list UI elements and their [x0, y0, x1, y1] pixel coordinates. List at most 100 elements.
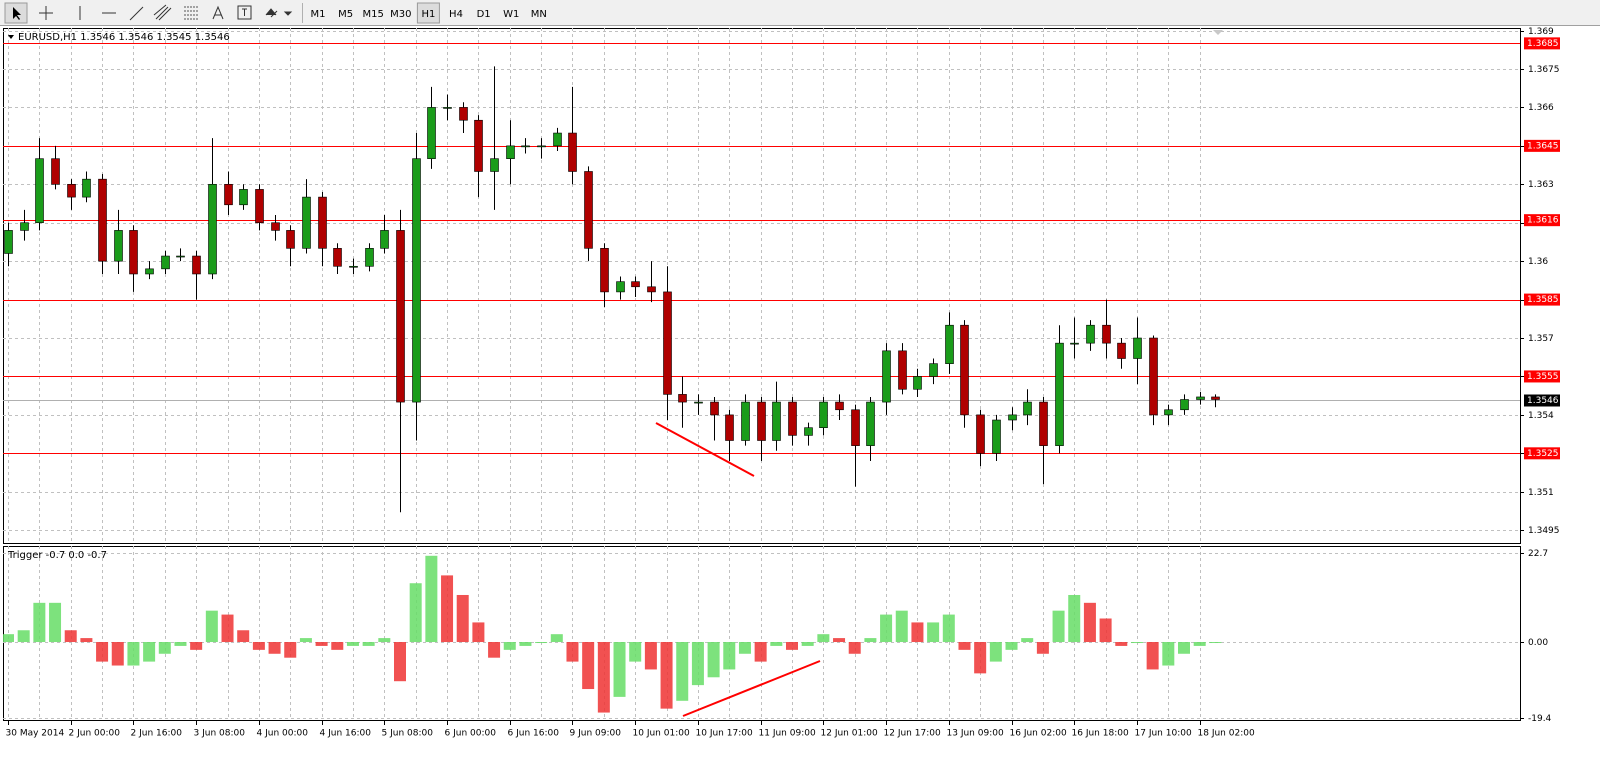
timeframe-button[interactable]: M30: [390, 9, 411, 20]
histogram-bar: [1162, 642, 1175, 666]
y-tick-label: 1.366: [1528, 103, 1554, 113]
candle-body: [333, 248, 342, 267]
timeframe-button[interactable]: M5: [338, 9, 353, 20]
cursor-icon: [13, 7, 21, 20]
histogram-bar: [1115, 642, 1128, 646]
trendline[interactable]: [682, 660, 821, 717]
histogram-bar: [723, 642, 736, 670]
candle-body: [710, 401, 719, 416]
x-tick-label: 12 Jun 01:00: [821, 729, 878, 739]
histogram-bar: [268, 642, 281, 654]
histogram-bar: [111, 642, 124, 666]
histogram-bar: [299, 638, 312, 643]
candle-body: [67, 183, 76, 198]
timeframe-button[interactable]: H4: [449, 9, 463, 20]
shift-marker[interactable]: [1213, 30, 1223, 35]
x-tick-label: 6 Jun 16:00: [508, 729, 560, 739]
candle-body: [929, 363, 938, 377]
fibo-button[interactable]: [184, 6, 198, 20]
timeframe-button[interactable]: D1: [477, 9, 491, 20]
candle-body: [663, 291, 672, 395]
level-label: 1.3645: [1527, 141, 1559, 151]
x-tick-label: 13 Jun 09:00: [947, 729, 1004, 739]
x-tick-label: 18 Jun 02:00: [1198, 729, 1255, 739]
label-button[interactable]: [237, 5, 252, 20]
timeframe-active: [416, 2, 440, 24]
candle-body: [1008, 414, 1017, 421]
candle-body: [208, 183, 217, 275]
candle-body: [365, 248, 374, 267]
y-tick-label: 1.363: [1528, 180, 1554, 190]
candle-body: [380, 230, 389, 249]
candle-body: [1133, 337, 1142, 359]
histogram-bar: [409, 583, 422, 643]
candle-body: [1117, 342, 1126, 359]
level-label: 1.3585: [1527, 295, 1559, 305]
candle-body: [98, 178, 107, 262]
candle-body: [537, 145, 546, 148]
level-label: 1.3685: [1527, 39, 1559, 49]
timeframe-button[interactable]: MN: [531, 9, 547, 20]
candle-body: [176, 255, 185, 258]
histogram-bar: [346, 642, 359, 646]
histogram-bar: [1193, 642, 1206, 646]
candle-body: [1149, 337, 1158, 416]
text-button[interactable]: [212, 5, 224, 20]
candle-body: [882, 350, 891, 403]
candle-body: [678, 394, 687, 403]
channel-button[interactable]: [153, 4, 172, 21]
x-tick-label: 4 Jun 00:00: [257, 729, 309, 739]
candle-body: [1039, 401, 1048, 446]
histogram-bar: [833, 638, 846, 643]
candle-body: [851, 409, 860, 446]
candle-body: [1023, 401, 1032, 416]
header-arrow[interactable]: [8, 35, 14, 39]
timeframe-button[interactable]: W1: [503, 9, 519, 20]
timeframe-button[interactable]: M15: [363, 9, 384, 20]
candle-body: [114, 230, 123, 262]
histogram-bar: [676, 642, 689, 701]
histogram-bar: [1052, 610, 1065, 643]
candle-body: [474, 119, 483, 172]
timeframe-button[interactable]: H1: [421, 9, 435, 20]
x-tick-label: 16 Jun 02:00: [1010, 729, 1067, 739]
candle-body: [35, 158, 44, 224]
trendline-button[interactable]: [129, 6, 144, 21]
crosshair-button[interactable]: [39, 6, 53, 20]
candle-body: [568, 132, 577, 172]
candle-body: [239, 189, 248, 206]
candle-body: [145, 268, 154, 275]
histogram-bar: [535, 642, 548, 644]
candle-body: [1180, 399, 1189, 411]
histogram-bar: [33, 602, 46, 643]
x-tick-label: 4 Jun 16:00: [320, 729, 372, 739]
histogram-bar: [550, 634, 563, 643]
candle-body: [4, 230, 13, 254]
arrows-button[interactable]: [265, 8, 293, 18]
histogram-bar: [801, 642, 814, 646]
histogram-bar: [989, 642, 1002, 662]
histogram-bar: [1099, 618, 1112, 643]
candle-body: [976, 414, 985, 454]
histogram-bar: [96, 642, 109, 662]
y-tick-label: 1.369: [1528, 27, 1554, 37]
histogram-bar: [1005, 642, 1018, 650]
histogram-bar: [237, 630, 250, 643]
candle-body: [271, 222, 280, 231]
timeframe-button[interactable]: M1: [311, 9, 326, 20]
x-tick-label: 10 Jun 01:00: [633, 729, 690, 739]
histogram-bar: [252, 642, 265, 650]
histogram-bar: [64, 630, 77, 643]
histogram-bar: [707, 642, 720, 678]
histogram-bar: [315, 642, 328, 646]
candle-body: [490, 158, 499, 172]
indicator-header: Trigger -0.7 0.0 -0.7: [7, 550, 107, 561]
level-label: 1.3525: [1527, 449, 1559, 459]
histogram-bar: [880, 614, 893, 643]
x-tick-label: 2 Jun 00:00: [69, 729, 121, 739]
x-tick-label: 3 Jun 08:00: [194, 729, 246, 739]
candle-body: [1086, 324, 1095, 344]
x-tick-label: 5 Jun 08:00: [382, 729, 434, 739]
histogram-bar: [942, 614, 955, 643]
trendline[interactable]: [655, 422, 755, 477]
